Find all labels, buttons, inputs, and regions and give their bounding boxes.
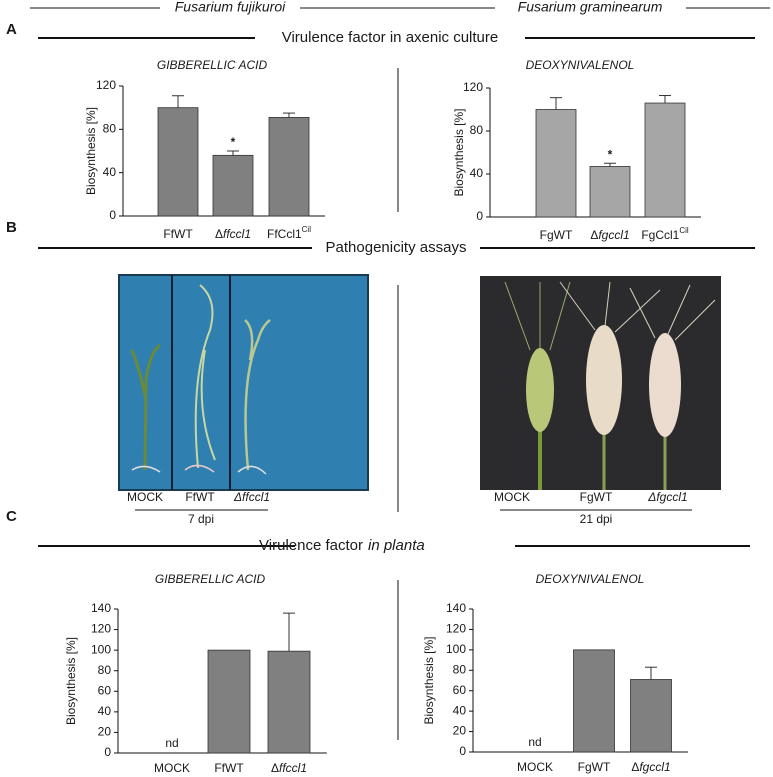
photo-label: FfWT <box>185 490 215 504</box>
annotation: * <box>231 135 236 149</box>
y-tick-label: 120 <box>463 80 483 94</box>
y-tick-label: 140 <box>91 601 111 615</box>
y-tick-label: 100 <box>446 642 466 656</box>
header-right: Fusarium graminearum <box>518 0 663 15</box>
y-tick-label: 20 <box>98 725 112 739</box>
error-bar <box>227 150 239 156</box>
time-label: 21 dpi <box>580 512 613 526</box>
panel-title: Virulence factor <box>259 537 363 554</box>
error-bar <box>604 162 616 167</box>
y-tick-label: 60 <box>453 683 467 697</box>
y-tick-label: 40 <box>103 165 117 179</box>
y-tick-label: 20 <box>453 724 467 738</box>
x-tick-label: FgCcl1Cil <box>641 226 689 242</box>
chart-title: DEOXYNIVALENOL <box>526 58 635 72</box>
error-bar <box>659 95 671 104</box>
panel-title: Pathogenicity assays <box>326 239 467 256</box>
error-bar <box>283 612 295 652</box>
time-label: 7 dpi <box>188 512 214 526</box>
y-tick-label: 120 <box>446 622 466 636</box>
x-tick-label: FfWT <box>163 227 193 241</box>
y-tick-label: 80 <box>103 122 117 136</box>
photo-label: MOCK <box>494 490 530 504</box>
x-tick-label: MOCK <box>154 761 190 775</box>
y-tick-label: 60 <box>98 683 112 697</box>
photo-label: Δffccl1 <box>233 490 270 504</box>
x-tick-label: Δfgccl1 <box>590 228 629 242</box>
y-tick-label: 40 <box>98 704 112 718</box>
y-tick-label: 140 <box>446 601 466 615</box>
header-left: Fusarium fujikuroi <box>175 0 286 15</box>
y-tick-label: 100 <box>91 642 111 656</box>
value-label: nd <box>528 735 541 749</box>
annotation: * <box>608 147 613 161</box>
photo-wheat <box>480 276 721 490</box>
y-axis-label: Biosynthesis [%] <box>422 636 436 724</box>
y-tick-label: 0 <box>109 208 116 222</box>
y-tick-label: 80 <box>453 662 467 676</box>
y-tick-label: 0 <box>459 744 466 758</box>
bar <box>157 107 199 217</box>
chart-title: GIBBERELLIC ACID <box>157 58 268 72</box>
x-tick-label: FgWT <box>578 760 611 774</box>
error-bar <box>550 97 562 110</box>
x-tick-label: Δffccl1 <box>271 761 307 775</box>
panel-letter: B <box>6 219 17 236</box>
bar <box>267 650 311 754</box>
bar <box>589 166 631 218</box>
photo-label: Δfgccl1 <box>647 490 687 504</box>
chart-title: GIBBERELLIC ACID <box>155 572 266 586</box>
panel-letter: A <box>6 21 17 38</box>
y-tick-label: 120 <box>91 622 111 636</box>
x-tick-label: FfCcl1Cil <box>267 225 311 241</box>
photo-seedlings <box>118 274 369 491</box>
x-tick-label: MOCK <box>517 760 553 774</box>
bar <box>644 102 686 218</box>
y-tick-label: 120 <box>96 78 116 92</box>
panel-letter: C <box>6 508 17 525</box>
value-label: nd <box>165 736 178 750</box>
error-bar <box>172 95 184 108</box>
x-tick-label: Δfgccl1 <box>631 760 670 774</box>
photo-label: MOCK <box>127 490 163 504</box>
error-bar <box>283 112 295 118</box>
panel-title-italic: in planta <box>368 537 425 554</box>
x-tick-label: FgWT <box>540 228 573 242</box>
x-tick-label: FfWT <box>214 761 244 775</box>
bar <box>212 154 254 217</box>
bar <box>207 649 251 754</box>
y-tick-label: 40 <box>470 166 484 180</box>
y-tick-label: 0 <box>476 209 483 223</box>
y-tick-label: 80 <box>98 663 112 677</box>
panel-title: Virulence factor in axenic culture <box>282 29 499 46</box>
bar <box>535 109 577 218</box>
y-axis-label: Biosynthesis [%] <box>452 108 466 196</box>
bar <box>573 649 615 753</box>
y-axis-label: Biosynthesis [%] <box>84 107 98 195</box>
y-axis-label: Biosynthesis [%] <box>64 637 78 725</box>
bar <box>268 117 310 217</box>
y-tick-label: 80 <box>470 123 484 137</box>
x-tick-label: Δffccl1 <box>215 227 251 241</box>
bar <box>630 679 672 753</box>
y-tick-label: 0 <box>104 745 111 759</box>
y-tick-label: 40 <box>453 703 467 717</box>
error-bar <box>645 666 657 680</box>
chart-title: DEOXYNIVALENOL <box>536 572 645 586</box>
photo-label: FgWT <box>580 490 613 504</box>
